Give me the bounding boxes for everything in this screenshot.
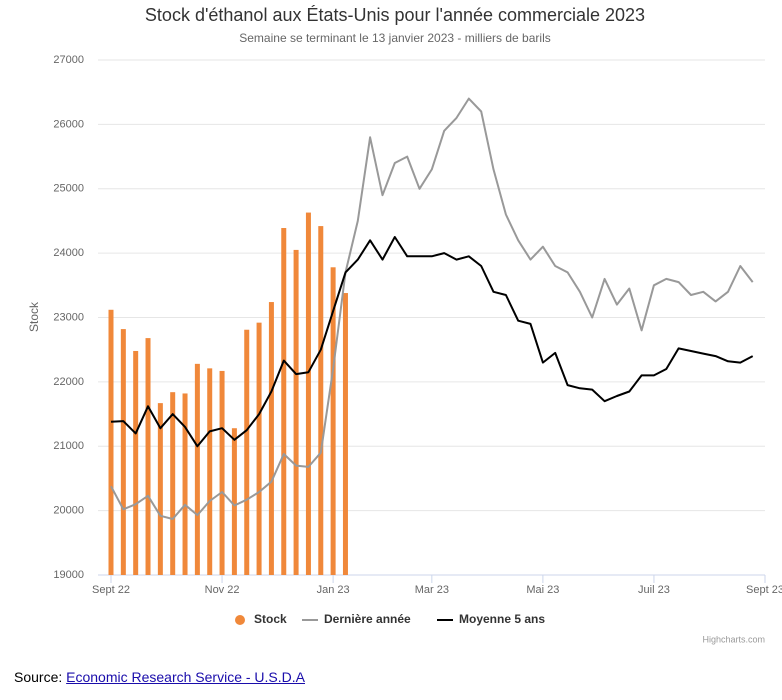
y-tick-label: 27000 [53, 54, 84, 66]
bar [120, 329, 126, 575]
bar [330, 267, 336, 575]
y-tick-label: 23000 [53, 311, 84, 323]
x-tick-label: Mai 23 [526, 584, 559, 596]
x-tick-label: Juil 23 [638, 584, 670, 596]
x-tick-label: Sept 22 [92, 584, 130, 596]
bar [133, 350, 139, 575]
x-tick-label: Mar 23 [415, 584, 449, 596]
y-tick-label: 24000 [53, 247, 84, 259]
bar [281, 228, 287, 576]
legend-label: Moyenne 5 ans [459, 612, 545, 626]
y-tick-label: 25000 [53, 183, 84, 195]
line [110, 97, 754, 520]
bar [194, 363, 200, 575]
bar [342, 293, 348, 575]
bar [207, 368, 213, 575]
source-link[interactable]: Economic Research Service - U.S.D.A [66, 669, 305, 685]
x-tick-label: Sept 23 [746, 584, 782, 596]
bar [157, 403, 163, 575]
legend-label: Stock [254, 612, 287, 626]
bar [182, 393, 188, 575]
legend-symbol [235, 615, 245, 625]
bar [108, 309, 114, 575]
chart-title: Stock d'éthanol aux États-Unis pour l'an… [145, 5, 645, 25]
bar [231, 428, 237, 575]
y-axis-title: Stock [27, 301, 41, 332]
y-tick-label: 21000 [53, 440, 84, 452]
bar [170, 392, 176, 575]
bar [256, 322, 262, 575]
bar [318, 226, 324, 575]
x-tick-label: Nov 22 [205, 584, 240, 596]
y-tick-label: 26000 [53, 118, 84, 130]
y-tick-label: 20000 [53, 505, 84, 517]
chart: Stock d'éthanol aux États-Unis pour l'an… [27, 5, 782, 645]
y-tick-label: 19000 [53, 569, 84, 581]
bar [145, 338, 151, 575]
bar [305, 212, 311, 575]
chart-subtitle: Semaine se terminant le 13 janvier 2023 … [239, 31, 550, 45]
legend-label: Dernière année [324, 612, 411, 626]
source: Source: Economic Research Service - U.S.… [14, 669, 305, 685]
source-label: Source: [14, 669, 63, 685]
x-tick-label: Jan 23 [317, 584, 350, 596]
line [110, 236, 754, 448]
bar [293, 249, 299, 575]
bar [219, 370, 225, 575]
credits: Highcharts.com [702, 634, 765, 644]
y-tick-label: 22000 [53, 376, 84, 388]
bar [268, 302, 274, 575]
bar [244, 329, 250, 575]
